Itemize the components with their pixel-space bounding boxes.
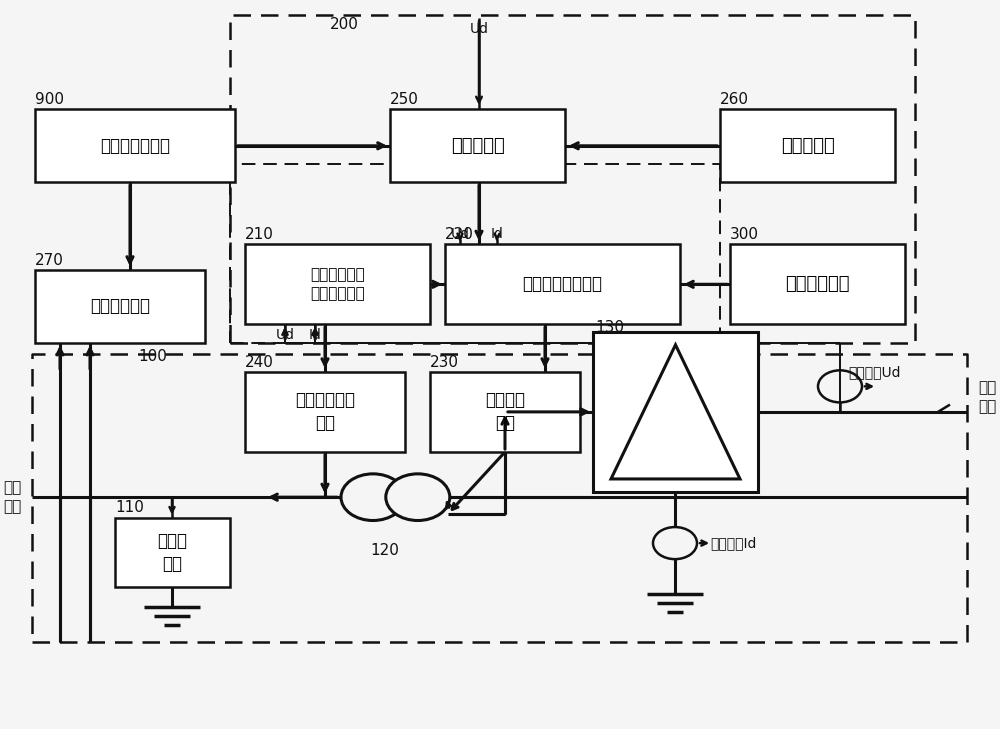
Text: 110: 110 bbox=[115, 500, 144, 515]
FancyBboxPatch shape bbox=[730, 244, 905, 324]
FancyBboxPatch shape bbox=[390, 109, 565, 182]
Text: 230: 230 bbox=[430, 355, 459, 370]
Text: 900: 900 bbox=[35, 93, 64, 107]
Circle shape bbox=[341, 474, 405, 521]
Text: 换流器触发角控制: 换流器触发角控制 bbox=[522, 276, 602, 293]
Text: 直流系统保护: 直流系统保护 bbox=[785, 276, 850, 293]
Circle shape bbox=[386, 474, 450, 521]
Text: 触发脉冲
产生: 触发脉冲 产生 bbox=[485, 391, 525, 432]
Text: 交流
线路: 交流 线路 bbox=[3, 480, 21, 514]
Text: 260: 260 bbox=[720, 93, 749, 107]
FancyBboxPatch shape bbox=[720, 109, 895, 182]
Text: 240: 240 bbox=[245, 355, 274, 370]
Text: 换流变分接头
控制: 换流变分接头 控制 bbox=[295, 391, 355, 432]
Text: 270: 270 bbox=[35, 253, 64, 268]
Text: 120: 120 bbox=[370, 544, 399, 558]
Text: 运行控制工作站: 运行控制工作站 bbox=[100, 137, 170, 155]
Text: Id: Id bbox=[309, 328, 321, 342]
Text: 过负荷控制: 过负荷控制 bbox=[781, 137, 834, 155]
Text: Ud: Ud bbox=[276, 328, 294, 342]
Text: 角度、电流电
压基准値计算: 角度、电流电 压基准値计算 bbox=[310, 268, 365, 301]
Text: Id: Id bbox=[491, 227, 503, 241]
Text: 直流电压Ud: 直流电压Ud bbox=[848, 364, 900, 379]
Text: 直流电流Id: 直流电流Id bbox=[710, 536, 756, 550]
FancyBboxPatch shape bbox=[245, 244, 430, 324]
Text: 200: 200 bbox=[330, 17, 359, 32]
Text: 无功功率控制: 无功功率控制 bbox=[90, 297, 150, 315]
Text: 130: 130 bbox=[595, 320, 624, 335]
Text: 极功率控制: 极功率控制 bbox=[451, 137, 504, 155]
Text: 交流滤
波器: 交流滤 波器 bbox=[158, 531, 188, 573]
Text: Ud: Ud bbox=[470, 23, 488, 36]
Text: Ud: Ud bbox=[450, 227, 470, 241]
Text: 直流
线路: 直流 线路 bbox=[978, 381, 996, 414]
Text: 250: 250 bbox=[390, 93, 419, 107]
Text: 300: 300 bbox=[730, 227, 759, 242]
Text: 220: 220 bbox=[445, 227, 474, 242]
FancyBboxPatch shape bbox=[593, 332, 758, 492]
FancyBboxPatch shape bbox=[115, 518, 230, 587]
Text: 100: 100 bbox=[138, 349, 167, 364]
FancyBboxPatch shape bbox=[35, 109, 235, 182]
Text: 210: 210 bbox=[245, 227, 274, 242]
FancyBboxPatch shape bbox=[430, 372, 580, 452]
FancyBboxPatch shape bbox=[445, 244, 680, 324]
FancyBboxPatch shape bbox=[245, 372, 405, 452]
FancyBboxPatch shape bbox=[35, 270, 205, 343]
